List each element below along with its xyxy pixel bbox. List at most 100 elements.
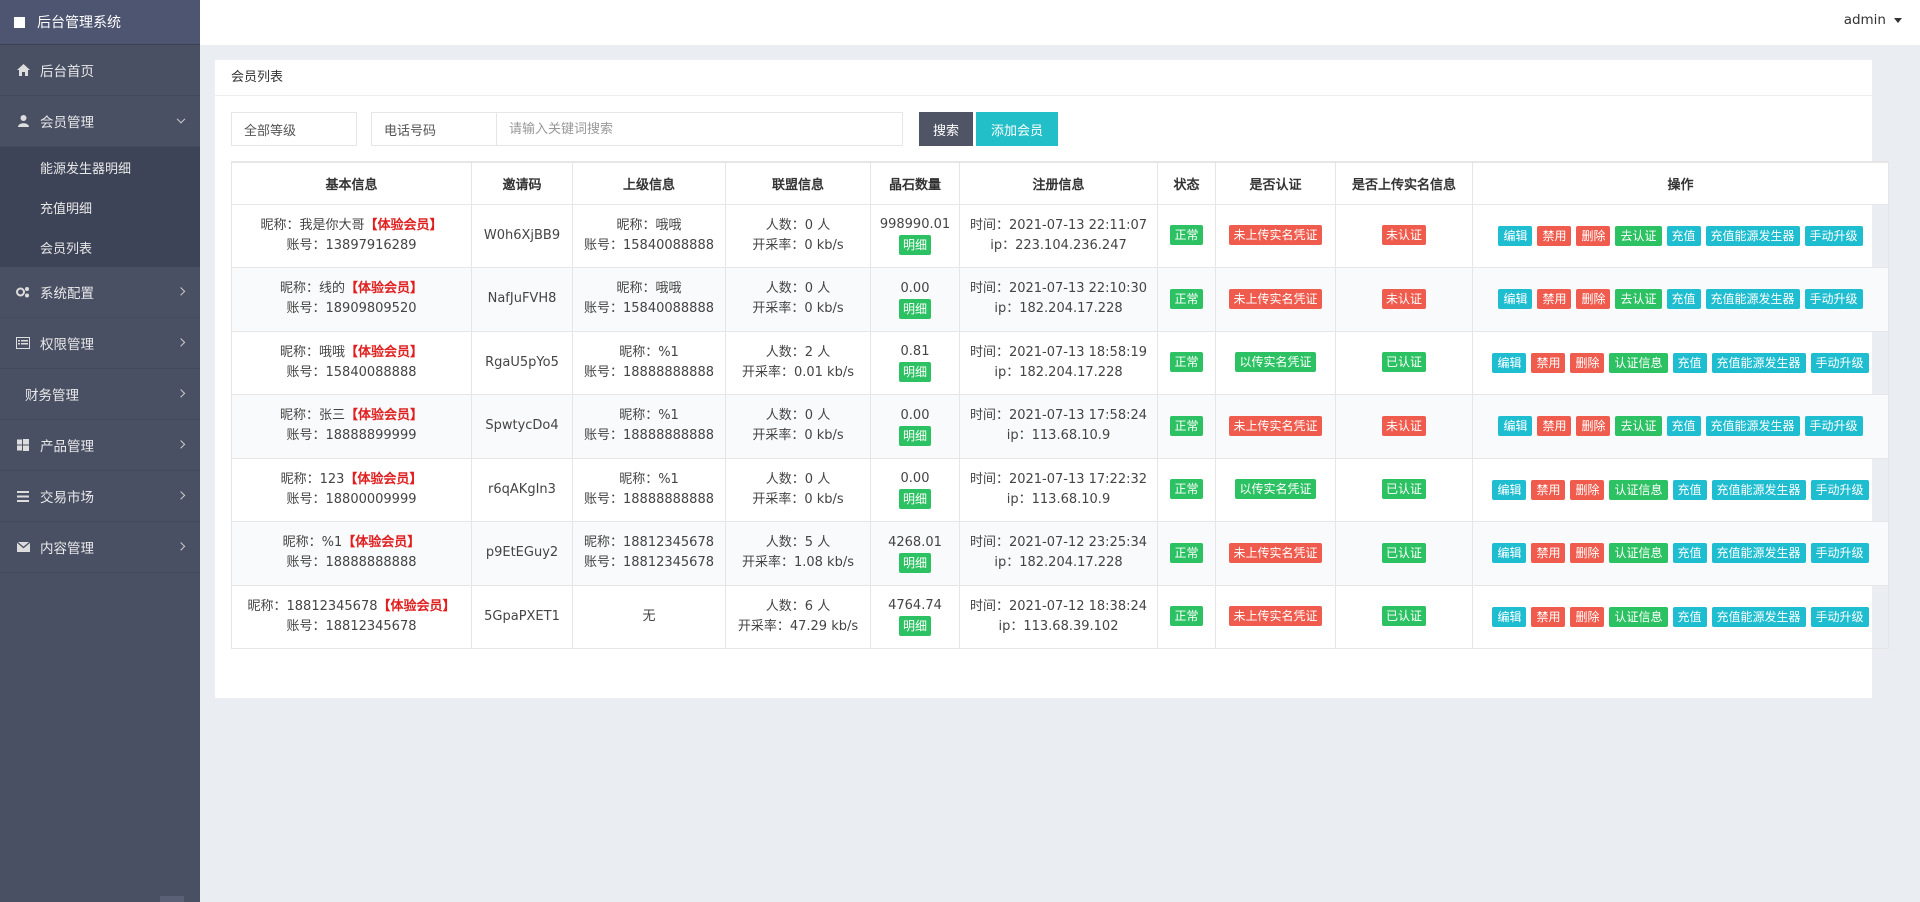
recharge-button[interactable]: 充值 <box>1666 289 1701 310</box>
stone-amount: 0.00 <box>900 280 930 296</box>
edit-button[interactable]: 编辑 <box>1498 416 1533 437</box>
auth-button[interactable]: 去认证 <box>1615 289 1662 310</box>
sidebar-item-label: 交易市场 <box>40 490 94 506</box>
alliance-people: 人数：0 人 <box>765 281 831 297</box>
recharge-generator-button[interactable]: 充值能源发生器 <box>1705 416 1800 437</box>
recharge-generator-button[interactable]: 充值能源发生器 <box>1705 289 1800 310</box>
detail-button[interactable]: 明细 <box>898 425 931 446</box>
manual-upgrade-button[interactable]: 手动升级 <box>1804 416 1863 437</box>
recharge-button[interactable]: 充值 <box>1666 416 1701 437</box>
sidebar-item-system[interactable]: 系统配置 <box>0 267 200 318</box>
search-input[interactable] <box>496 112 903 146</box>
recharge-generator-button[interactable]: 充值能源发生器 <box>1705 225 1800 246</box>
recharge-generator-button[interactable]: 充值能源发生器 <box>1711 352 1806 373</box>
recharge-button[interactable]: 充值 <box>1666 225 1701 246</box>
manual-upgrade-button[interactable]: 手动升级 <box>1804 289 1863 310</box>
recharge-button[interactable]: 充值 <box>1672 606 1707 627</box>
register-time: 时间：2021-07-13 18:58:19 <box>969 344 1148 360</box>
recharge-generator-button[interactable]: 充值能源发生器 <box>1711 543 1806 564</box>
verified-badge: 未上传实名凭证 <box>1229 606 1322 627</box>
auth-button[interactable]: 认证信息 <box>1609 479 1668 500</box>
actions-cell: 编辑 禁用 删除 去认证 充值 充值能源发生器 手动升级 <box>1472 203 1889 268</box>
delete-button[interactable]: 删除 <box>1570 606 1605 627</box>
detail-button[interactable]: 明细 <box>898 489 931 510</box>
sidebar-item-products[interactable]: 产品管理 <box>0 420 200 471</box>
sidebar-item-content[interactable]: 内容管理 <box>0 522 200 573</box>
manual-upgrade-button[interactable]: 手动升级 <box>1810 352 1869 373</box>
edit-button[interactable]: 编辑 <box>1498 289 1533 310</box>
detail-button[interactable]: 明细 <box>898 235 931 256</box>
search-button[interactable]: 搜索 <box>919 112 973 146</box>
stone-cell: 0.00 明细 <box>870 267 960 332</box>
parent-account: 账号：15840088888 <box>584 237 714 253</box>
submenu-item-generator-detail[interactable]: 能源发生器明细 <box>40 161 132 177</box>
delete-button[interactable]: 删除 <box>1570 352 1605 373</box>
upload-cell: 未认证 <box>1335 203 1473 268</box>
auth-button[interactable]: 去认证 <box>1615 225 1662 246</box>
sidebar-item-label: 权限管理 <box>40 337 94 353</box>
recharge-button[interactable]: 充值 <box>1672 352 1707 373</box>
sidebar-item-home[interactable]: 后台首页 <box>0 45 200 96</box>
edit-button[interactable]: 编辑 <box>1498 225 1533 246</box>
chevron-right-icon <box>176 542 186 551</box>
edit-button[interactable]: 编辑 <box>1492 606 1527 627</box>
upload-badge: 未认证 <box>1381 225 1426 246</box>
manual-upgrade-button[interactable]: 手动升级 <box>1810 479 1869 500</box>
ban-button[interactable]: 禁用 <box>1531 606 1566 627</box>
ban-button[interactable]: 禁用 <box>1537 416 1572 437</box>
delete-button[interactable]: 删除 <box>1570 543 1605 564</box>
auth-button[interactable]: 认证信息 <box>1609 352 1668 373</box>
detail-button[interactable]: 明细 <box>898 362 931 383</box>
basic-info-cell: 昵称：123【体验会员】 账号：18800009999 <box>231 457 472 522</box>
alliance-rate: 开采率：1.08 kb/s <box>741 555 854 571</box>
submenu-item-member-list[interactable]: 会员列表 <box>40 241 93 257</box>
edit-button[interactable]: 编辑 <box>1492 543 1527 564</box>
sidebar-item-market[interactable]: 交易市场 <box>0 471 200 522</box>
auth-button[interactable]: 去认证 <box>1615 416 1662 437</box>
ban-button[interactable]: 禁用 <box>1537 289 1572 310</box>
recharge-generator-button[interactable]: 充值能源发生器 <box>1711 606 1806 627</box>
recharge-button[interactable]: 充值 <box>1672 543 1707 564</box>
delete-button[interactable]: 删除 <box>1576 289 1611 310</box>
detail-button[interactable]: 明细 <box>898 298 931 319</box>
add-member-button[interactable]: 添加会员 <box>976 112 1058 146</box>
ban-button[interactable]: 禁用 <box>1531 479 1566 500</box>
recharge-generator-button[interactable]: 充值能源发生器 <box>1711 479 1806 500</box>
search-toolbar: 全部等级 电话号码 搜索 添加会员 <box>231 112 1058 146</box>
ban-button[interactable]: 禁用 <box>1531 352 1566 373</box>
sidebar-item-finance[interactable]: 财务管理 <box>0 369 200 420</box>
recharge-button[interactable]: 充值 <box>1672 479 1707 500</box>
auth-button[interactable]: 认证信息 <box>1609 606 1668 627</box>
delete-button[interactable]: 删除 <box>1576 416 1611 437</box>
alliance-rate: 开采率：0 kb/s <box>752 491 844 507</box>
manual-upgrade-button[interactable]: 手动升级 <box>1804 225 1863 246</box>
sidebar-item-members[interactable]: 会员管理 <box>0 96 200 147</box>
col-verified: 是否认证 <box>1215 161 1336 205</box>
detail-button[interactable]: 明细 <box>898 616 931 637</box>
register-info-cell: 时间：2021-07-13 22:11:07 ip：223.104.236.24… <box>959 203 1158 268</box>
edit-button[interactable]: 编辑 <box>1492 352 1527 373</box>
delete-button[interactable]: 删除 <box>1570 479 1605 500</box>
field-select[interactable]: 电话号码 <box>371 112 496 146</box>
ban-button[interactable]: 禁用 <box>1537 225 1572 246</box>
manual-upgrade-button[interactable]: 手动升级 <box>1810 606 1869 627</box>
sidebar-item-label: 后台首页 <box>40 64 94 80</box>
manual-upgrade-button[interactable]: 手动升级 <box>1810 543 1869 564</box>
submenu-item-recharge-detail[interactable]: 充值明细 <box>40 201 93 217</box>
basic-info-cell: 昵称：线的【体验会员】 账号：18909809520 <box>231 267 472 332</box>
table-row: 昵称：张三【体验会员】 账号：18888899999 SpwtycDo4 昵称：… <box>231 394 1889 459</box>
ban-button[interactable]: 禁用 <box>1531 543 1566 564</box>
sidebar-item-label: 产品管理 <box>40 439 94 455</box>
edit-button[interactable]: 编辑 <box>1492 479 1527 500</box>
alliance-people: 人数：5 人 <box>765 535 831 551</box>
parent-account: 账号：18888888888 <box>584 491 714 507</box>
sidebar-resize-handle[interactable] <box>160 896 184 902</box>
detail-button[interactable]: 明细 <box>898 552 931 573</box>
sidebar-item-permissions[interactable]: 权限管理 <box>0 318 200 369</box>
register-ip: ip：113.68.10.9 <box>1006 491 1111 507</box>
delete-button[interactable]: 删除 <box>1576 225 1611 246</box>
member-tier: 【体验会员】 <box>377 598 456 614</box>
auth-button[interactable]: 认证信息 <box>1609 543 1668 564</box>
level-select[interactable]: 全部等级 <box>231 112 357 146</box>
user-menu[interactable]: admin <box>1844 12 1902 28</box>
